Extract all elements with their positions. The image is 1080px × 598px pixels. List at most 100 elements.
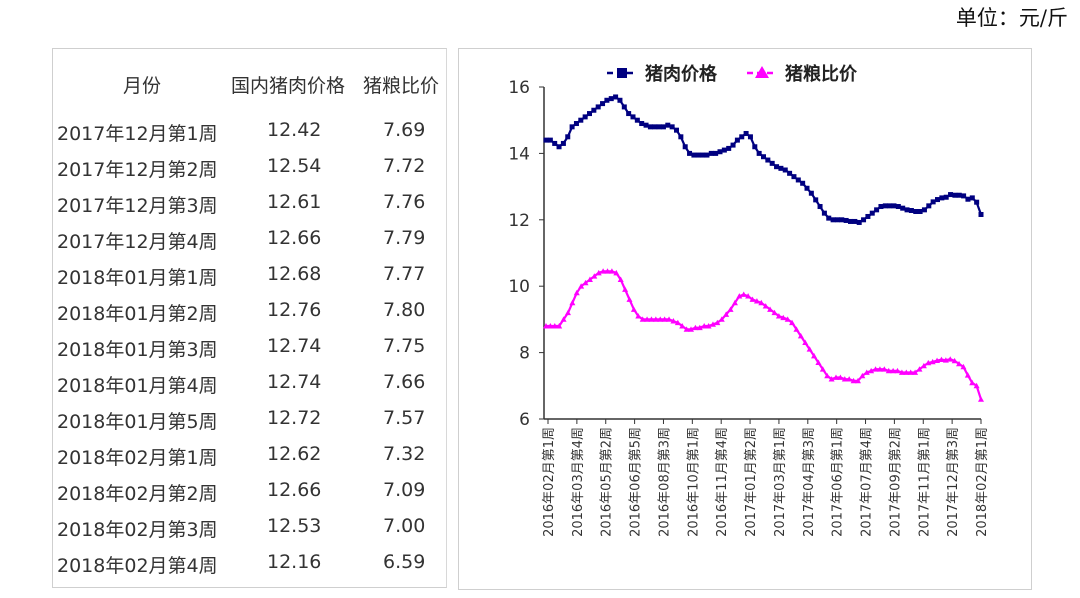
cell-ratio: 6.59 <box>383 551 426 573</box>
data-point <box>894 367 901 374</box>
table-row: 2018年02月第1周 12.62 7.32 <box>53 443 446 479</box>
data-point <box>713 150 719 156</box>
data-point <box>782 167 788 173</box>
cell-ratio: 7.80 <box>383 299 426 321</box>
data-point <box>661 316 668 322</box>
x-tick-label: 2017年01月第2周 <box>744 427 759 537</box>
data-point <box>787 170 793 176</box>
legend-label-1: 猪肉价格 <box>644 63 718 85</box>
data-point <box>626 296 633 302</box>
cell-month: 2018年01月第2周 <box>57 303 218 325</box>
data-point <box>731 299 738 306</box>
x-tick-label: 2018年02月第1周 <box>975 427 990 537</box>
cell-pork-price: 12.66 <box>267 227 322 249</box>
data-point <box>656 124 662 130</box>
data-point <box>797 333 804 339</box>
x-tick-label: 2017年12月第3周 <box>946 427 961 537</box>
data-point <box>565 134 571 140</box>
data-point <box>890 367 897 374</box>
data-point <box>582 114 588 120</box>
data-point <box>674 319 681 326</box>
data-point <box>560 316 567 322</box>
data-point <box>904 207 910 213</box>
data-point <box>626 111 632 117</box>
y-tick-label: 16 <box>508 78 530 98</box>
cell-month: 2018年01月第1周 <box>57 267 218 289</box>
data-point <box>861 217 867 223</box>
data-point <box>721 147 727 153</box>
data-point <box>795 177 801 183</box>
data-point <box>723 311 730 317</box>
data-point <box>895 204 901 210</box>
data-point <box>745 293 752 299</box>
data-point <box>921 207 927 213</box>
table-header: 月份 国内猪肉价格 猪粮比价 <box>53 65 446 101</box>
data-point <box>780 314 787 321</box>
data-point <box>753 298 760 304</box>
data-point <box>951 357 958 364</box>
unit-label: 单位：元/斤 <box>955 6 1068 30</box>
data-point <box>898 369 905 375</box>
data-point <box>652 124 658 130</box>
header-month: 月份 <box>123 75 162 97</box>
series-line-1 <box>546 95 983 224</box>
data-point <box>560 140 566 146</box>
cell-month: 2018年02月第2周 <box>57 483 218 505</box>
data-point <box>595 104 601 110</box>
data-point <box>573 121 579 127</box>
data-point <box>850 377 857 384</box>
cell-month: 2017年12月第1周 <box>57 123 218 145</box>
data-point <box>811 352 818 359</box>
header-hog-grain-ratio: 猪粮比价 <box>363 75 440 97</box>
data-point <box>692 324 699 331</box>
data-point <box>956 360 963 367</box>
chart-panel: 6 8 10 12 14 16 2016年02月第1周 2016年03月第4周 2016年05月… <box>458 48 1032 590</box>
data-point <box>736 293 743 299</box>
x-tick-label: 2017年03月第1周 <box>773 427 788 537</box>
table-row: 2017年12月第4周 12.66 7.79 <box>53 227 446 263</box>
data-point <box>821 210 827 216</box>
data-point <box>973 382 980 389</box>
data-point <box>617 276 624 282</box>
table-row: 2018年01月第4周 12.74 7.66 <box>53 371 446 407</box>
y-tick-label: 8 <box>519 344 530 364</box>
x-tick-label: 2016年08月第3周 <box>657 427 672 537</box>
data-point <box>978 211 984 217</box>
cell-month: 2018年01月第4周 <box>57 375 218 397</box>
data-point <box>604 97 610 103</box>
data-point <box>708 150 714 156</box>
x-tick-label: 2016年11月第4周 <box>715 427 730 537</box>
data-point <box>784 316 791 322</box>
data-point <box>819 366 826 372</box>
cell-month: 2017年12月第4周 <box>57 231 218 253</box>
header-pork-price: 国内猪肉价格 <box>231 75 346 97</box>
data-point <box>800 180 806 186</box>
data-point <box>837 374 844 380</box>
data-point <box>756 150 762 156</box>
cell-ratio: 7.66 <box>383 371 426 393</box>
data-point <box>778 165 784 171</box>
cell-pork-price: 12.16 <box>267 551 322 573</box>
cell-ratio: 7.09 <box>383 479 426 501</box>
data-point <box>761 154 766 160</box>
data-point <box>964 372 971 378</box>
x-tick-label: 2016年06月第5周 <box>629 427 644 537</box>
data-point <box>543 137 549 143</box>
cell-pork-price: 12.53 <box>267 515 322 537</box>
x-tick-label: 2016年02月第1周 <box>542 427 557 537</box>
data-point <box>912 369 919 375</box>
data-point <box>920 362 927 369</box>
data-point <box>804 185 810 191</box>
cell-month: 2018年02月第3周 <box>57 519 218 541</box>
cell-month: 2017年12月第2周 <box>57 159 218 181</box>
data-point <box>841 376 848 382</box>
data-point <box>691 152 697 158</box>
data-point <box>747 134 753 140</box>
table-row: 2018年01月第2周 12.76 7.80 <box>53 299 446 335</box>
data-point <box>765 157 771 163</box>
data-point <box>758 299 765 306</box>
data-point <box>908 208 914 214</box>
data-point <box>817 204 823 210</box>
legend-marker-triangle <box>755 66 769 78</box>
data-point <box>679 323 686 329</box>
